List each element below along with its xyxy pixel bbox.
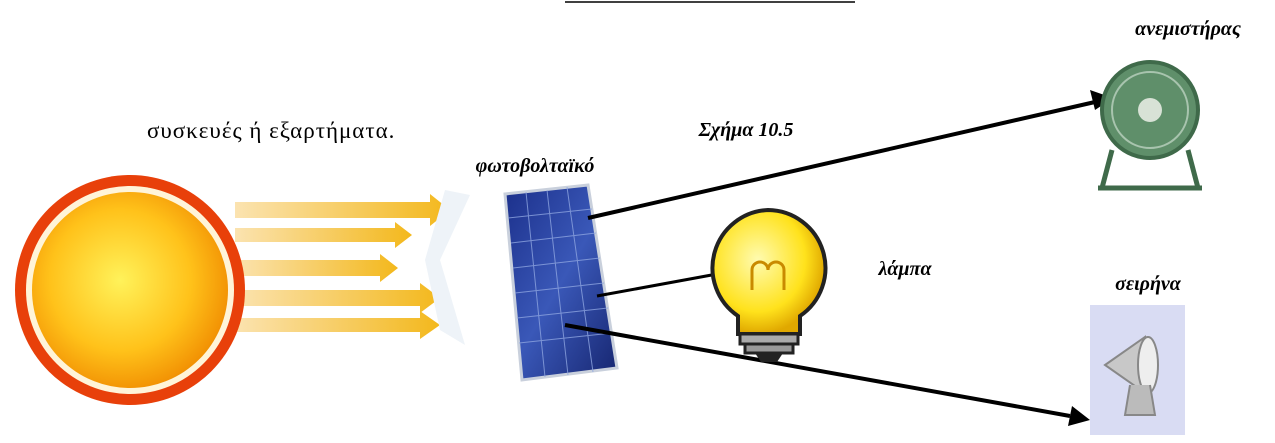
node-label: ανεμιστήρας: [1135, 18, 1241, 40]
node-label: φωτοβολταϊκό: [476, 155, 595, 177]
siren: [1090, 305, 1185, 435]
node-label: λάμπα: [877, 258, 932, 280]
caption: Σχήμα 10.5: [698, 119, 794, 141]
lamp: [712, 210, 825, 362]
connector: [565, 90, 1113, 426]
body-text: συσκευές ή εξαρτήματα.: [147, 118, 395, 143]
sun-rays: [235, 190, 470, 345]
diagram: συσκευές ή εξαρτήματα. Σχήμα 10.5 φωτοβο…: [0, 0, 1275, 443]
sun: [15, 175, 245, 405]
node-label: σειρήνα: [1115, 273, 1182, 295]
fan: [1098, 62, 1202, 188]
